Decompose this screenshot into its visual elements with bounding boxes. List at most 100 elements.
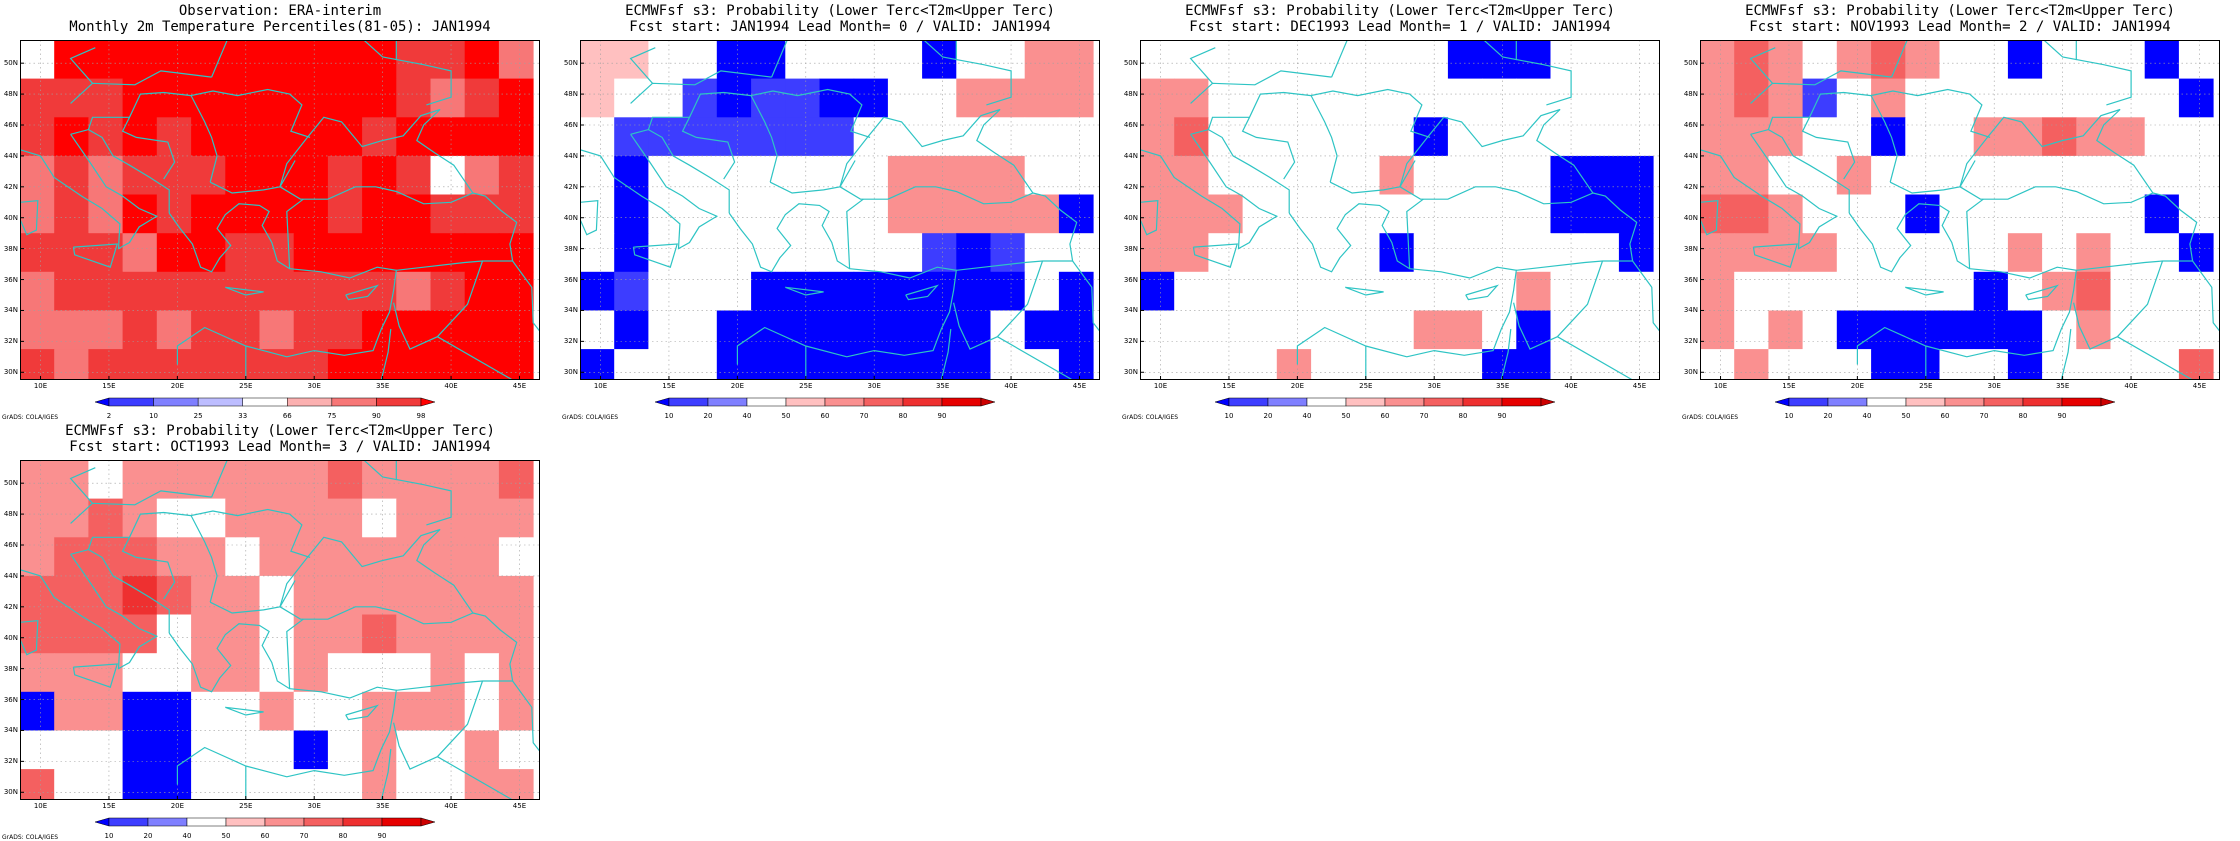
grid-cell bbox=[2042, 78, 2077, 118]
map-area bbox=[20, 460, 540, 800]
grid-cell bbox=[1447, 117, 1483, 157]
coastline bbox=[846, 198, 864, 269]
grid-cell bbox=[88, 460, 124, 500]
grid-cell bbox=[1700, 233, 1735, 273]
grid-cell bbox=[2076, 40, 2111, 80]
coastline bbox=[1700, 200, 1719, 236]
colorbar-swatch bbox=[2061, 397, 2102, 407]
grid-cell bbox=[293, 460, 329, 500]
colorbar-swatch bbox=[108, 817, 149, 827]
grid-cell bbox=[1311, 78, 1346, 118]
grid-cell bbox=[1140, 117, 1175, 157]
grid-cell bbox=[853, 194, 889, 234]
grid-cell bbox=[887, 194, 923, 234]
coastline bbox=[1557, 336, 1633, 380]
grid-cell bbox=[2144, 194, 2180, 234]
grid-cell bbox=[1058, 117, 1094, 157]
grid-cell bbox=[1550, 349, 1586, 380]
grid-cell bbox=[293, 310, 329, 350]
grid-cell bbox=[2178, 40, 2214, 80]
grid-cell bbox=[430, 194, 466, 234]
lon-tick-label: 45E bbox=[512, 802, 527, 810]
colorbar-swatch bbox=[1384, 397, 1425, 407]
grid-cell bbox=[648, 117, 684, 157]
grid-cell bbox=[2110, 194, 2146, 234]
grid-cell bbox=[259, 691, 295, 731]
grid-cell bbox=[498, 575, 534, 615]
grid-cell bbox=[396, 349, 431, 380]
grid-cell bbox=[430, 769, 466, 800]
grid-cell bbox=[396, 614, 431, 654]
colorbar-label: 60 bbox=[1940, 412, 1950, 420]
grid-cell bbox=[2110, 40, 2146, 80]
coastline bbox=[2117, 336, 2193, 380]
colorbar-label: 60 bbox=[820, 412, 830, 420]
lat-tick-label: 32N bbox=[1123, 337, 1138, 346]
panel-subtitle: Fcst start: DEC1993 Lead Month= 1 / VALI… bbox=[1189, 19, 1611, 35]
grid-cell bbox=[956, 310, 991, 350]
grid-cell bbox=[1973, 155, 2009, 195]
lat-tick-label: 48N bbox=[3, 510, 18, 519]
colorbar-label: 2 bbox=[106, 412, 112, 420]
grid-cell bbox=[990, 194, 1026, 234]
grid-cell bbox=[327, 498, 363, 538]
coastline bbox=[1513, 260, 1604, 350]
lat-tick-label: 50N bbox=[3, 59, 18, 68]
lon-tick-label: 45E bbox=[512, 382, 527, 390]
grid-cell bbox=[1871, 78, 1906, 118]
colorbar-label: 20 bbox=[143, 832, 153, 840]
grid-cell bbox=[225, 40, 260, 80]
lat-tick-label: 42N bbox=[1123, 182, 1138, 191]
grid-cell bbox=[54, 349, 89, 380]
coastline bbox=[1500, 328, 1512, 380]
grid-cell bbox=[191, 78, 226, 118]
lat-tick-label: 34N bbox=[3, 306, 18, 315]
grid-cell bbox=[362, 537, 397, 577]
grid-cell bbox=[1802, 155, 1838, 195]
grid-cell bbox=[2144, 78, 2180, 118]
grid-cell bbox=[396, 310, 431, 350]
lon-tick-label: 35E bbox=[935, 382, 950, 390]
lon-tick-label: 45E bbox=[2192, 382, 2207, 390]
grid-cell bbox=[1447, 194, 1483, 234]
grid-cell bbox=[191, 769, 226, 800]
grid-cell bbox=[327, 233, 363, 273]
lat-tick-label: 48N bbox=[563, 90, 578, 99]
grid-cell bbox=[1905, 155, 1940, 195]
grid-cell bbox=[498, 194, 534, 234]
grid-cell bbox=[1311, 310, 1346, 350]
grid-cell bbox=[1516, 310, 1551, 350]
grid-cell bbox=[2178, 271, 2214, 311]
coastline bbox=[1891, 40, 1909, 78]
grid-cell bbox=[191, 460, 226, 500]
colorbar-label: 10 bbox=[104, 832, 114, 840]
grid-cell bbox=[122, 271, 158, 311]
grid-cell bbox=[853, 117, 889, 157]
lat-tick-label: 34N bbox=[3, 726, 18, 735]
grid-cell bbox=[20, 769, 55, 800]
map-frame bbox=[580, 40, 1100, 380]
grid-cell bbox=[122, 537, 158, 577]
grid-cell bbox=[887, 40, 923, 80]
grid-cell bbox=[1174, 310, 1209, 350]
grid-cell bbox=[1174, 233, 1209, 273]
grid-cell bbox=[1905, 78, 1940, 118]
grid-cell bbox=[396, 460, 431, 500]
grid-cell bbox=[956, 194, 991, 234]
grid-cell bbox=[191, 498, 226, 538]
colorbar-label: 33 bbox=[238, 412, 248, 420]
lat-tick-label: 30N bbox=[1683, 368, 1698, 377]
coastline bbox=[70, 490, 212, 524]
grid-cell bbox=[1024, 310, 1060, 350]
grid-cell bbox=[1768, 194, 1804, 234]
grid-cell bbox=[88, 155, 124, 195]
grid-cell bbox=[327, 653, 363, 693]
grid-cell bbox=[2007, 155, 2043, 195]
lon-tick-label: 40E bbox=[444, 382, 458, 390]
lat-tick-label: 34N bbox=[1123, 306, 1138, 315]
grid-cell bbox=[1905, 233, 1940, 273]
grid-cell bbox=[430, 575, 466, 615]
grid-cell bbox=[580, 271, 615, 311]
coastline bbox=[1399, 108, 1594, 205]
grid-cell bbox=[362, 117, 397, 157]
